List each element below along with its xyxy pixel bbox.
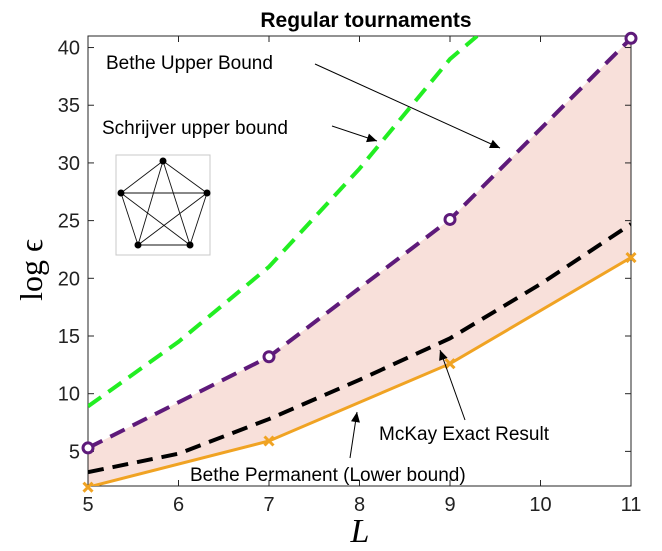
y-tick-label: 20 xyxy=(58,268,80,290)
y-tick-label: 15 xyxy=(58,326,80,348)
x-tick-label: 11 xyxy=(621,494,642,516)
inset-edge xyxy=(137,192,208,246)
annotation-arrow-line xyxy=(314,63,501,149)
marker-circle xyxy=(624,31,638,45)
inset-edge xyxy=(120,160,164,194)
marker-circle xyxy=(443,212,457,226)
x-tick-label: 10 xyxy=(529,494,551,516)
annotation-arrow-line xyxy=(439,349,466,421)
shaded-region xyxy=(88,38,631,488)
marker-x xyxy=(625,251,637,264)
y-tick-label: 10 xyxy=(58,384,80,406)
inset-edge xyxy=(120,192,191,246)
marker-x xyxy=(263,435,275,447)
series-layer xyxy=(88,36,631,486)
x-axis-label: L xyxy=(350,513,370,550)
y-tick-label: 35 xyxy=(58,95,80,117)
tournament-graph-inset xyxy=(115,154,211,256)
y-axis-label: log ϵ xyxy=(13,239,49,301)
annotation-arrow-head xyxy=(489,139,500,148)
annotation-bethe-permanent: Bethe Permanent (Lower bound) xyxy=(190,465,466,486)
y-tick-label: 5 xyxy=(69,441,80,463)
plot-area: 5 6 7 8 9 10 11 5 10 15 20 25 30 35 40 xyxy=(58,31,642,516)
series-line-2 xyxy=(88,222,631,475)
inset-edge xyxy=(120,192,139,246)
marker-circle xyxy=(81,441,95,455)
x-tick-label: 5 xyxy=(82,494,93,516)
annotation-arrow-head xyxy=(366,133,377,143)
chart-title: Regular tournaments xyxy=(260,9,471,32)
x-tick-label: 7 xyxy=(263,494,274,516)
inset-vertex xyxy=(134,241,142,249)
inset-edge xyxy=(162,160,191,246)
series-line-1 xyxy=(88,36,631,450)
y-tick-label: 25 xyxy=(58,211,80,233)
inset-edge xyxy=(137,160,164,246)
y-tick-label: 40 xyxy=(58,38,80,60)
x-tick-label: 8 xyxy=(354,494,365,516)
series-line-0 xyxy=(88,36,479,409)
inset-vertex xyxy=(186,241,194,249)
annotation-schrijver-upper-bound: Schrijver upper bound xyxy=(102,118,288,139)
marker-x xyxy=(444,358,456,370)
series-line-3 xyxy=(88,256,631,486)
x-tick-label: 9 xyxy=(444,494,455,516)
inset-frame xyxy=(115,154,211,256)
annotation-arrow-head xyxy=(439,350,448,361)
x-tick-label: 6 xyxy=(173,494,184,516)
inset-vertex xyxy=(117,189,125,197)
marker-circle xyxy=(262,350,276,364)
annotation-mckay-exact-result: McKay Exact Result xyxy=(379,424,550,445)
y-tick-label: 30 xyxy=(58,153,80,175)
inset-edge xyxy=(189,192,208,246)
marker-x xyxy=(82,481,94,493)
annotation-arrow-head xyxy=(351,412,360,423)
inset-vertex xyxy=(159,157,167,165)
annotation-bethe-upper-bound: Bethe Upper Bound xyxy=(106,53,273,74)
inset-vertex xyxy=(203,189,211,197)
inset-edge xyxy=(162,160,208,194)
